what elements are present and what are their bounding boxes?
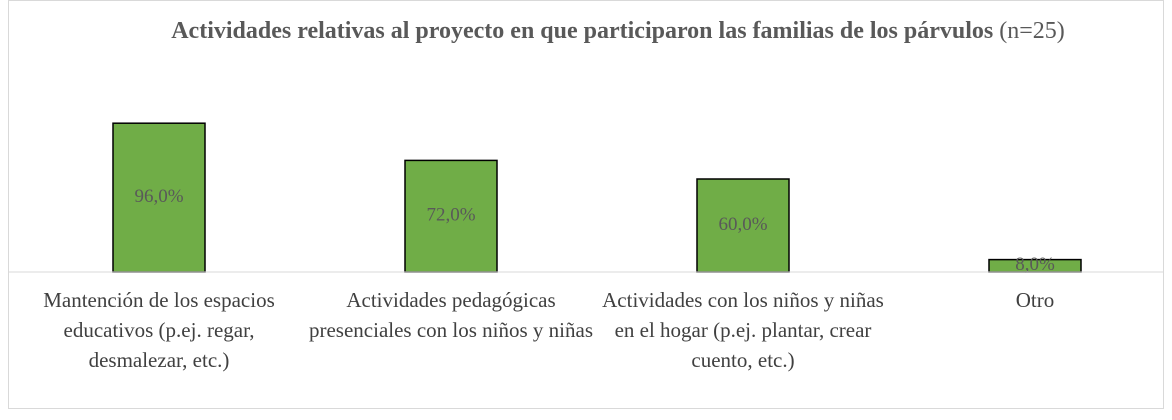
data-label: 60,0% (718, 214, 767, 235)
x-tick-label: Actividades pedagógicas presenciales con… (308, 288, 594, 342)
chart-frame (8, 0, 1164, 409)
bar (112, 122, 206, 273)
bar (696, 178, 790, 273)
data-label: 8,0% (1015, 254, 1055, 275)
chart-title: Actividades relativas al proyecto en que… (171, 18, 994, 44)
chart-title-block: Actividades relativas al proyecto en que… (160, 14, 1076, 49)
data-label: 96,0% (134, 186, 183, 207)
data-label: 72,0% (426, 205, 475, 226)
x-tick-label: Actividades con los niños y niñas en el … (602, 288, 884, 372)
chart-subtitle: (n=25) (999, 18, 1065, 44)
x-tick-label: Otro (1015, 288, 1055, 312)
x-tick-label: Mantención de los espacios educativos (p… (43, 288, 275, 372)
